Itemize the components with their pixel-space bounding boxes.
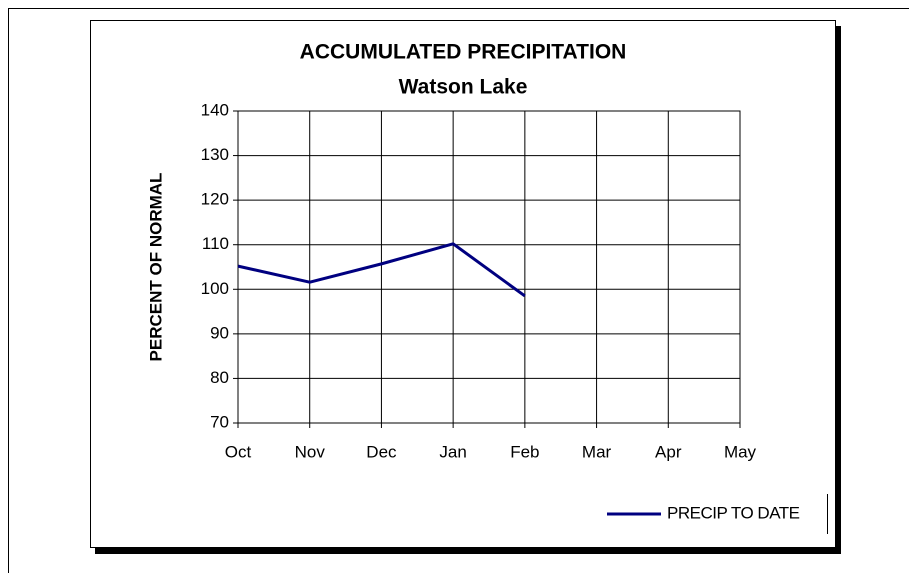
legend-label: PRECIP TO DATE bbox=[667, 503, 800, 522]
x-tick-label: Dec bbox=[366, 442, 397, 461]
x-tick-label: Oct bbox=[225, 442, 252, 461]
y-tick-label: 70 bbox=[210, 412, 229, 431]
data-line bbox=[237, 242, 526, 298]
y-tick-label: 90 bbox=[210, 323, 229, 342]
chart-area bbox=[90, 20, 836, 548]
y-axis-title: PERCENT OF NORMAL bbox=[146, 173, 165, 362]
x-tick-label: Apr bbox=[655, 442, 682, 461]
y-tick-label: 110 bbox=[202, 234, 229, 253]
y-tick-label: 140 bbox=[201, 100, 229, 119]
x-tick-label: May bbox=[724, 442, 757, 461]
x-tick-label: Nov bbox=[295, 442, 326, 461]
x-tick-label: Mar bbox=[582, 442, 612, 461]
y-tick-label: 100 bbox=[201, 279, 229, 298]
x-tick-label: Jan bbox=[439, 442, 466, 461]
chart-subtitle: Watson Lake bbox=[399, 76, 528, 99]
y-tick-label: 120 bbox=[201, 190, 229, 209]
y-tick-label: 80 bbox=[210, 368, 229, 387]
chart-title: ACCUMULATED PRECIPITATION bbox=[300, 41, 627, 64]
y-tick-label: 130 bbox=[201, 145, 229, 164]
x-tick-label: Feb bbox=[510, 442, 539, 461]
